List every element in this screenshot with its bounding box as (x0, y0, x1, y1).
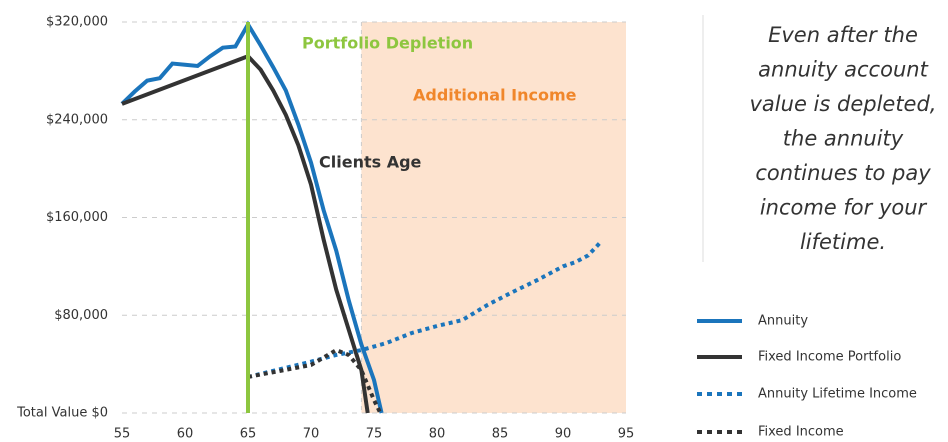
annotation: Portfolio Depletion (302, 34, 473, 53)
y-tick-label: $160,000 (46, 210, 108, 225)
y-tick-label: $320,000 (46, 15, 108, 30)
side-note-line: value is depleted, (750, 92, 937, 116)
x-tick-label: 60 (177, 427, 194, 442)
annotation: Additional Income (413, 86, 577, 105)
series-line (120, 20, 384, 414)
x-tick-label: 95 (618, 427, 635, 442)
y-tick-label: $80,000 (54, 308, 108, 323)
legend-label: Annuity Lifetime Income (758, 387, 917, 402)
series-line (247, 347, 383, 414)
x-tick-label: 75 (366, 427, 383, 442)
side-note-line: the annuity (783, 127, 904, 151)
x-tick-label: 85 (492, 427, 509, 442)
series-line (121, 53, 370, 414)
x-tick-label: 65 (240, 427, 257, 442)
x-tick-label: 55 (114, 427, 131, 442)
annotation: Clients Age (319, 153, 422, 172)
side-note-line: lifetime. (800, 230, 886, 254)
side-note-line: Even after the (768, 23, 918, 47)
x-tick-label: 90 (555, 427, 572, 442)
legend-label: Fixed Income Portfolio (758, 350, 901, 365)
x-tick-label: 80 (429, 427, 446, 442)
legend-label: Annuity (758, 314, 808, 329)
side-note-line: annuity account (758, 58, 928, 82)
legend-label: Fixed Income (758, 425, 844, 440)
y-tick-label: $240,000 (46, 112, 108, 127)
side-note-line: income for your (760, 196, 928, 220)
series-line (247, 240, 603, 379)
side-note-line: continues to pay (755, 161, 931, 185)
y-tick-label: Total Value $0 (16, 406, 108, 421)
x-tick-label: 70 (303, 427, 320, 442)
